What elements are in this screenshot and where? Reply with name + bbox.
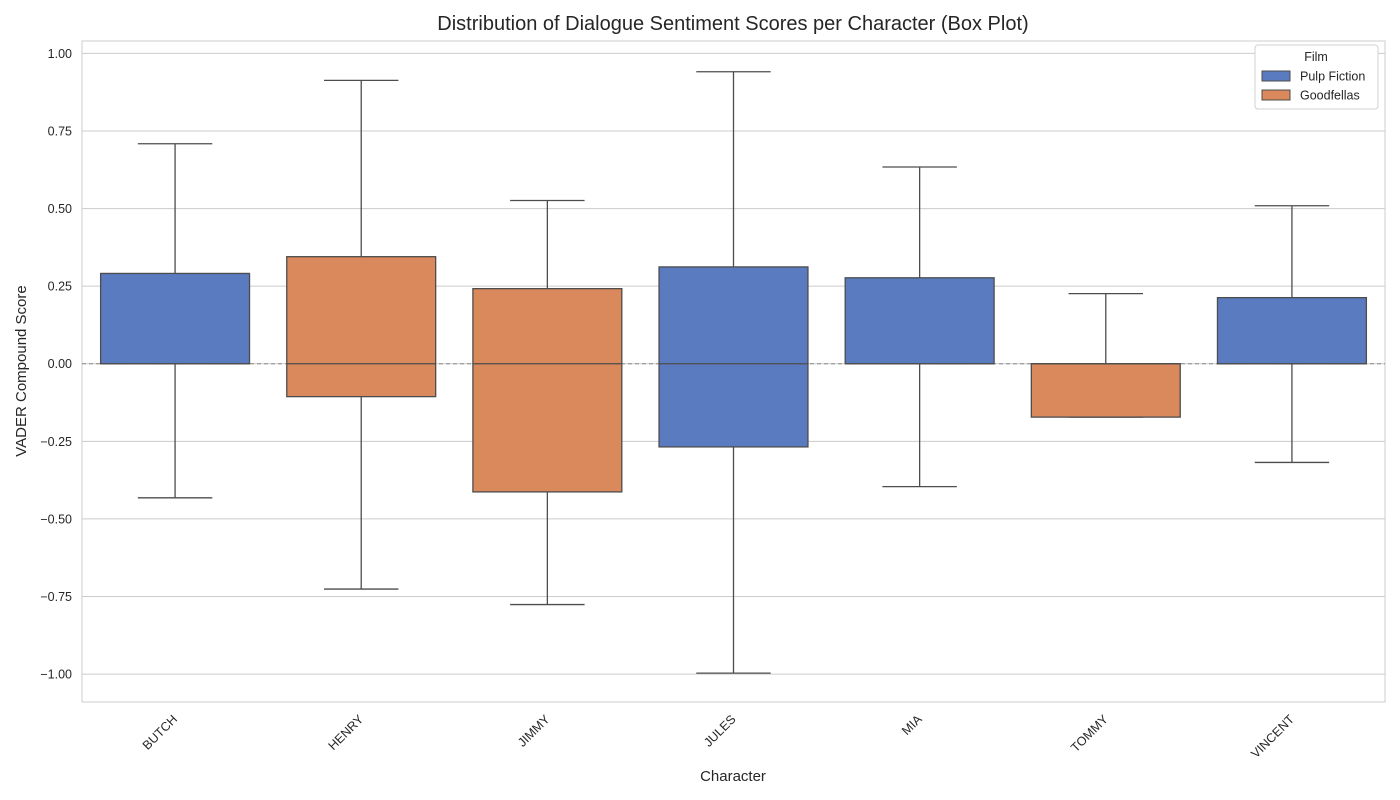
y-tick-label: 0.50 xyxy=(48,202,72,216)
y-tick-label: −0.50 xyxy=(40,512,72,526)
y-tick-label: −0.25 xyxy=(40,435,72,449)
box-tommy xyxy=(1030,292,1181,418)
y-tick-label: −1.00 xyxy=(40,668,72,682)
legend-label: Goodfellas xyxy=(1300,89,1360,103)
iqr-box xyxy=(286,256,437,398)
y-tick-label: −0.75 xyxy=(40,590,72,604)
box-mia xyxy=(844,166,995,488)
y-tick-label: 0.25 xyxy=(48,280,72,294)
iqr-box xyxy=(844,277,995,365)
x-tick-label: HENRY xyxy=(326,712,367,753)
x-tick-label: VINCENT xyxy=(1248,712,1297,761)
y-tick-label: 1.00 xyxy=(48,47,72,61)
x-tick-labels: BUTCH HENRY JIMMY JULES MIA TOMMY VINCENT xyxy=(140,712,1297,761)
box-series xyxy=(99,71,1368,674)
legend-swatch xyxy=(1261,89,1291,101)
box-jules xyxy=(658,71,809,674)
iqr-box xyxy=(99,272,251,365)
legend-entry: Goodfellas xyxy=(1261,89,1360,103)
y-tick-label: 0.00 xyxy=(48,357,72,371)
y-tick-labels: 1.00 0.75 0.50 0.25 0.00 −0.25 −0.50 −0.75 −1.00 xyxy=(40,47,72,682)
iqr-box xyxy=(658,266,809,448)
x-axis-label: Character xyxy=(700,768,766,785)
legend-label: Pulp Fiction xyxy=(1300,70,1365,84)
iqr-box xyxy=(472,287,623,493)
legend: Film Pulp Fiction Goodfellas xyxy=(1254,44,1379,110)
legend-swatch xyxy=(1261,70,1291,82)
x-tick-label: JIMMY xyxy=(515,712,553,750)
x-tick-label: MIA xyxy=(899,712,925,738)
legend-entries: Pulp Fiction Goodfellas xyxy=(1261,70,1365,103)
box-butch xyxy=(99,143,251,499)
x-tick-label: TOMMY xyxy=(1068,712,1111,755)
legend-entry: Pulp Fiction xyxy=(1261,70,1365,84)
box-henry xyxy=(286,79,437,590)
iqr-box xyxy=(1216,296,1368,365)
x-tick-label: BUTCH xyxy=(140,712,180,752)
chart-title: Distribution of Dialogue Sentiment Score… xyxy=(437,13,1028,35)
legend-title: Film xyxy=(1304,50,1328,64)
iqr-box xyxy=(1030,363,1181,418)
x-tick-label: JULES xyxy=(701,712,738,749)
box-jimmy xyxy=(472,199,623,606)
box-vincent xyxy=(1216,205,1368,464)
y-tick-label: 0.75 xyxy=(48,124,72,138)
y-axis-label: VADER Compound Score xyxy=(13,285,30,456)
